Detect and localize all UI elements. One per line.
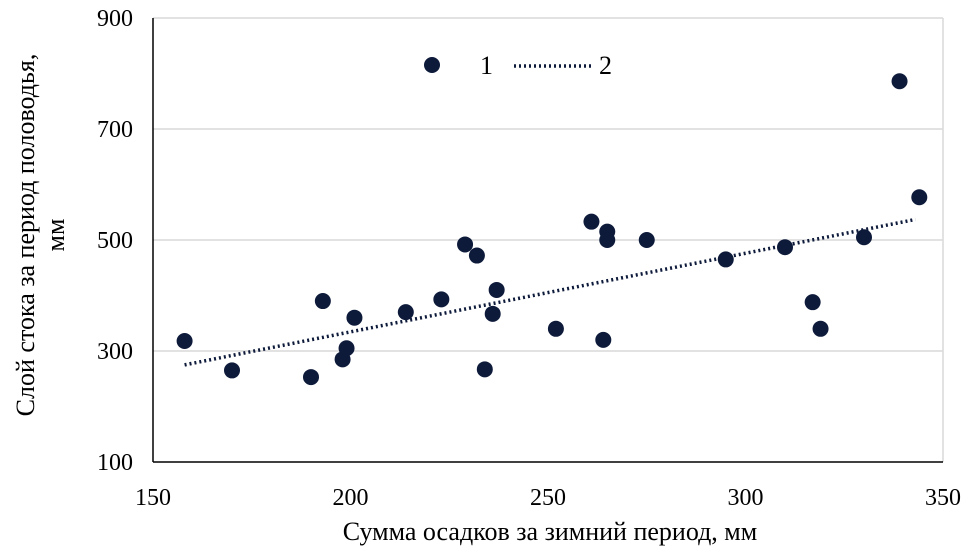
data-point-1 [176,333,193,350]
data-point-19 [599,232,616,248]
y-tick-labels: 100 300 500 700 900 [97,6,133,476]
data-point-10 [457,236,474,253]
y-tick-label-300: 300 [97,339,133,365]
x-tick-label-300: 300 [728,485,764,511]
data-point-14 [488,281,505,298]
data-point-6 [338,340,355,357]
x-tick-labels: 150 200 250 300 350 [135,485,961,511]
data-point-17 [595,331,612,348]
x-tick-label-350: 350 [925,485,961,511]
y-tick-label-700: 700 [97,117,133,143]
data-point-26 [891,73,908,90]
data-point-12 [476,361,493,378]
y-tick-label-100: 100 [97,450,133,476]
data-points [176,73,928,386]
x-tick-label-200: 200 [333,485,369,511]
y-axis-title-line-2: мм [41,219,70,252]
data-point-3 [303,369,319,386]
data-point-4 [314,293,331,310]
data-point-8 [397,304,414,321]
legend-label-2: 2 [599,51,612,80]
data-point-2 [224,362,240,379]
y-axis-title-line-1: Слой стока за период половодья, [11,54,40,417]
data-point-15 [547,320,564,337]
data-point-9 [433,291,450,308]
data-point-25 [856,229,872,246]
data-point-23 [804,294,821,311]
data-point-7 [346,309,363,326]
legend-marker-1 [424,57,440,73]
x-axis-title: Сумма осадков за зимний период, мм [343,517,757,546]
data-point-16 [583,213,600,230]
data-point-20 [638,232,655,248]
grid-lines [153,17,943,352]
data-point-13 [484,305,501,322]
trendline [184,217,916,367]
legend-label-1: 1 [480,51,493,80]
data-point-11 [468,247,485,264]
y-tick-label-500: 500 [97,228,133,254]
data-point-27 [911,189,928,206]
data-point-24 [812,320,829,337]
x-tick-label-150: 150 [135,485,171,511]
legend: 1 2 [424,51,612,80]
data-point-22 [777,239,793,256]
y-tick-label-900: 900 [97,6,133,32]
x-tick-label-250: 250 [530,485,566,511]
data-point-21 [717,251,734,268]
